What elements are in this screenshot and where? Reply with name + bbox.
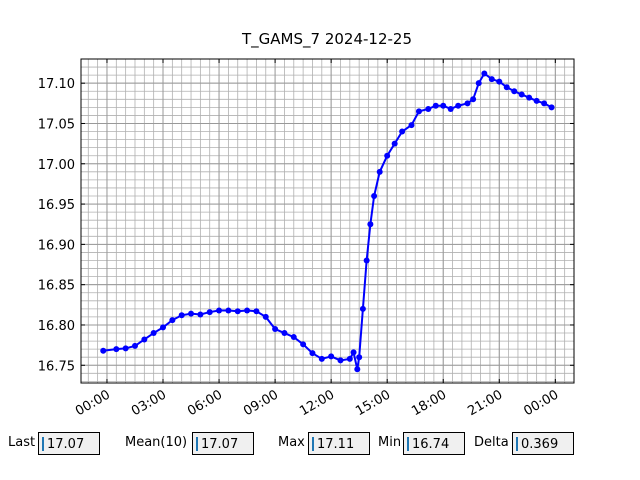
x-tick-label: 21:00 — [465, 387, 505, 419]
point — [384, 152, 391, 159]
point — [363, 257, 370, 264]
y-tick-label: 17.10 — [38, 77, 75, 92]
point — [328, 353, 335, 360]
y-tick-label: 16.80 — [38, 319, 75, 334]
y-tick-label: 16.95 — [38, 198, 75, 213]
point — [100, 347, 107, 354]
point — [399, 128, 406, 135]
x-tick-label: 00:00 — [521, 387, 561, 419]
y-tick-label: 16.90 — [38, 238, 75, 253]
point — [354, 366, 361, 373]
point — [262, 313, 269, 320]
point — [526, 94, 533, 101]
point — [253, 308, 260, 315]
point — [447, 105, 454, 112]
x-tick-label: 18:00 — [409, 387, 449, 419]
x-tick-label: 06:00 — [185, 387, 225, 419]
y-tick-label: 17.05 — [38, 117, 75, 132]
readout-label: Last — [8, 435, 36, 450]
readout-label: Min — [378, 435, 402, 450]
point — [376, 168, 383, 175]
point — [481, 70, 488, 77]
point — [300, 341, 307, 348]
point — [234, 308, 241, 315]
point — [488, 76, 495, 83]
point — [131, 342, 138, 349]
point — [455, 102, 462, 109]
point — [113, 346, 120, 353]
point — [359, 305, 366, 312]
point — [141, 336, 148, 343]
point — [281, 330, 288, 337]
point — [470, 96, 477, 103]
series-line — [103, 72, 553, 370]
point — [290, 334, 297, 341]
point — [475, 80, 482, 87]
point — [188, 310, 195, 317]
point — [160, 324, 167, 331]
readout-label: Max — [278, 435, 305, 450]
point — [216, 307, 223, 314]
readout-label: Mean(10) — [125, 435, 188, 450]
point — [432, 102, 439, 109]
point — [425, 105, 432, 112]
point — [197, 311, 204, 318]
point — [309, 350, 316, 357]
y-tick-label: 17.00 — [38, 158, 75, 173]
point — [346, 355, 353, 362]
point — [318, 355, 325, 362]
point — [415, 108, 422, 115]
readout-value[interactable]: 0.369 — [512, 432, 574, 455]
readout-value[interactable]: 17.07 — [192, 432, 254, 455]
y-tick-label: 16.85 — [38, 279, 75, 294]
point — [178, 312, 185, 319]
point — [440, 102, 447, 109]
readout-value[interactable]: 16.74 — [403, 432, 465, 455]
x-tick-label: 03:00 — [129, 387, 169, 419]
y-tick-label: 16.75 — [38, 359, 75, 374]
x-tick-label: 12:00 — [297, 387, 337, 419]
point — [272, 326, 279, 332]
chart-title: T_GAMS_7 2024-12-25 — [241, 30, 412, 49]
point — [150, 330, 157, 337]
point — [548, 104, 555, 111]
point — [518, 91, 525, 98]
readout-label: Delta — [474, 435, 509, 450]
chart: T_GAMS_7 2024-12-25 16.75 16.80 16.85 16.90… — [38, 30, 575, 419]
point — [244, 307, 251, 314]
point — [541, 100, 548, 107]
point — [496, 78, 503, 85]
point — [206, 309, 213, 316]
point — [511, 88, 518, 95]
point — [371, 193, 378, 200]
point — [391, 140, 398, 147]
point — [169, 317, 176, 324]
plot-frame — [80, 58, 575, 384]
point — [225, 307, 232, 314]
point — [122, 345, 129, 352]
point — [408, 122, 415, 129]
readout-value[interactable]: 17.11 — [308, 432, 370, 455]
point — [350, 349, 357, 356]
x-tick-label: 00:00 — [73, 387, 113, 419]
x-tick-label: 15:00 — [353, 387, 393, 419]
point — [337, 357, 344, 364]
point — [356, 354, 363, 361]
x-tick-label: 09:00 — [241, 387, 281, 419]
point — [533, 97, 540, 104]
point — [503, 84, 510, 91]
point — [464, 100, 471, 107]
point — [367, 221, 374, 228]
readout-value[interactable]: 17.07 — [38, 432, 100, 455]
